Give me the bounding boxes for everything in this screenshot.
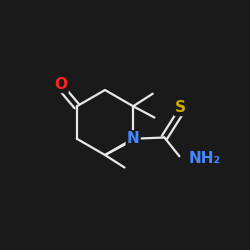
Text: S: S <box>175 100 186 115</box>
Text: N: N <box>127 131 140 146</box>
Text: NH₂: NH₂ <box>189 151 221 166</box>
Text: O: O <box>54 77 68 92</box>
